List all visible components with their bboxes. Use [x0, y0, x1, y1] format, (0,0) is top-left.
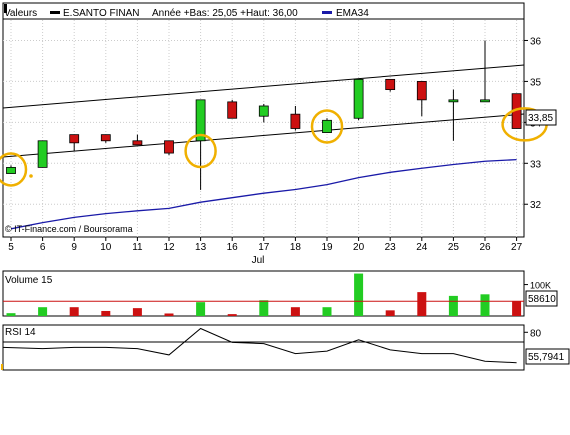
date-axis: 5 6 9 10 11 12 13 16 17 18 19 20 23 24 25 26 27 [8, 237, 523, 253]
highlight-circles [0, 107, 548, 187]
volume-bar [290, 307, 300, 316]
rsi-y-axis: 80 [524, 328, 542, 339]
volume-bar [480, 294, 490, 316]
last-price-label: 33,85 [528, 113, 553, 124]
channel-upper-line [2, 64, 525, 109]
price-tick-label: 32 [530, 200, 542, 211]
date-tick-label: 23 [385, 242, 397, 253]
volume-bar [38, 307, 48, 316]
candle-body [480, 99, 490, 103]
date-tick-label: 24 [416, 242, 428, 253]
candle-body [290, 113, 301, 129]
candle-body [322, 119, 332, 133]
candles [6, 40, 522, 190]
trend-channel [2, 64, 525, 158]
rsi-left-marker [1, 364, 3, 370]
copyright: © IT-Finance.com / Boursorama [5, 224, 133, 234]
candle-body [37, 140, 48, 168]
date-tick-label: 18 [290, 242, 302, 253]
last-rsi-label: 55,7941 [528, 352, 565, 363]
volume-bar [132, 308, 142, 316]
date-tick-label: 6 [40, 242, 46, 253]
highlight-circle [184, 133, 217, 169]
legend-stats: Année +Bas: 25,05 +Haut: 36,00 [152, 8, 298, 19]
candle-body [353, 78, 364, 119]
date-tick-label: 27 [511, 242, 523, 253]
rsi-title: RSI 14 [5, 327, 36, 338]
price-tick-label: 33 [530, 159, 542, 170]
legend-valeurs: Valeurs [4, 8, 37, 19]
candle-body [100, 134, 111, 142]
date-tick-label: 9 [71, 242, 77, 253]
highlight-circle [0, 152, 28, 187]
date-tick-label: 19 [321, 242, 333, 253]
candle-body [69, 134, 80, 144]
date-tick-label: 17 [258, 242, 270, 253]
candle-body [195, 99, 206, 142]
date-tick-label: 20 [353, 242, 365, 253]
price-tick-label: 35 [530, 77, 542, 88]
last-rsi-box: 55,7941 [525, 348, 570, 365]
volume-bars [6, 273, 522, 316]
rsi-line [2, 327, 517, 364]
highlight-circle [310, 109, 344, 144]
rsi-tick-label: 80 [530, 328, 542, 339]
month-label: Jul [252, 255, 265, 266]
candle-body [258, 105, 269, 117]
date-tick-label: 12 [163, 242, 175, 253]
legend-stock: E.SANTO FINAN [63, 8, 140, 19]
legend-marker [4, 4, 7, 13]
volume-bar [385, 310, 395, 316]
date-tick-label: 5 [8, 242, 14, 253]
volume-bar [196, 302, 206, 316]
date-tick-label: 26 [479, 242, 491, 253]
date-tick-label: 13 [195, 242, 207, 253]
volume-bar [354, 273, 364, 316]
date-tick-label: 16 [227, 242, 239, 253]
date-tick-label: 10 [100, 242, 112, 253]
candle-body [385, 78, 396, 91]
legend-ema-swatch [322, 11, 332, 14]
candle-body [164, 140, 174, 154]
candle-body [448, 99, 459, 103]
last-price-box: 33,85 [525, 109, 557, 126]
last-volume-label: 58610 [528, 294, 556, 305]
channel-lower-line [2, 113, 525, 158]
ema34-line [10, 158, 517, 230]
volume-bar [259, 300, 269, 316]
volume-bar [512, 301, 522, 316]
volume-y-axis: 100K [524, 281, 551, 291]
volume-bar [227, 314, 237, 316]
last-volume-box: 58610 [525, 290, 558, 307]
legend-ema: EMA34 [336, 8, 369, 19]
date-tick-label: 11 [132, 242, 143, 253]
price-tick-label: 36 [530, 36, 542, 47]
volume-bar [417, 292, 427, 316]
volume-bar [322, 307, 332, 316]
candle-body [416, 81, 427, 101]
volume-title: Volume 15 [5, 275, 53, 286]
volume-bar [101, 310, 111, 316]
highlight-dot [29, 174, 33, 178]
volume-bar [164, 313, 174, 316]
candle-body [227, 101, 238, 119]
candle-body [6, 166, 16, 174]
volume-bar [448, 295, 458, 316]
volume-bar [6, 313, 16, 316]
legend-stock-swatch [50, 11, 60, 14]
date-tick-label: 25 [448, 242, 460, 253]
volume-bar [69, 307, 79, 316]
candle-body [132, 140, 143, 146]
volume-tick-label: 100K [530, 281, 551, 291]
